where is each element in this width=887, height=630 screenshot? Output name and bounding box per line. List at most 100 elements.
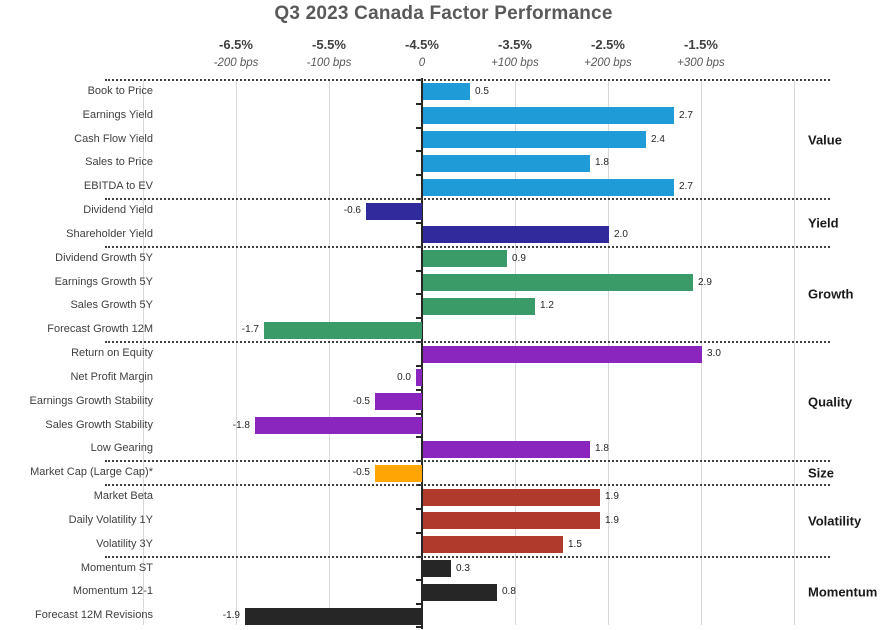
category-label: Shareholder Yield [66, 227, 153, 240]
axis-label-bps: +100 bps [491, 57, 539, 69]
value-label: 0.9 [512, 252, 526, 264]
page-title: Q3 2023 Canada Factor Performance [274, 3, 613, 24]
value-label: 0.3 [456, 562, 470, 574]
bar [423, 274, 693, 292]
bar [423, 440, 590, 458]
axis-tick [416, 174, 421, 177]
axis-tick [416, 364, 421, 367]
category-label: Daily Volatility 1Y [68, 513, 153, 526]
value-label: 0.0 [397, 371, 411, 383]
group-label: Value [808, 132, 842, 148]
category-label: Sales Growth Stability [45, 418, 153, 431]
axis-label-bps: 0 [418, 57, 426, 69]
group-label: Yield [808, 215, 839, 231]
gridline [236, 80, 237, 625]
category-label: EBITDA to EV [83, 180, 153, 193]
axis-label-percent: -6.5% [219, 37, 253, 52]
value-label: -0.5 [352, 467, 370, 479]
bar [245, 607, 422, 625]
bar [423, 107, 674, 125]
axis-tick [416, 102, 421, 105]
category-label: Earnings Growth 5Y [54, 275, 153, 288]
category-label: Return on Equity [71, 347, 153, 360]
bar [423, 154, 590, 172]
axis-tick [416, 507, 421, 510]
group-label: Quality [808, 394, 853, 410]
value-label: 0.8 [502, 586, 516, 598]
value-label: 2.0 [614, 228, 628, 240]
value-label: -1.7 [241, 324, 259, 336]
category-label: Momentum ST [80, 561, 153, 574]
category-label: Market Cap (Large Cap)* [30, 466, 153, 479]
bar [255, 417, 422, 435]
axis-label-bps: -100 bps [306, 57, 352, 69]
value-label: 3.0 [707, 348, 721, 360]
category-label: Dividend Growth 5Y [55, 251, 153, 264]
bar [423, 345, 702, 363]
axis-tick [416, 603, 421, 606]
value-label: -0.5 [352, 395, 370, 407]
value-label: 2.4 [651, 133, 665, 145]
value-label: 1.8 [595, 443, 609, 455]
axis-tick [416, 436, 421, 439]
bar [423, 536, 563, 554]
category-label: Earnings Growth Stability [29, 394, 154, 407]
bar [375, 393, 422, 411]
bar [423, 560, 451, 577]
value-label: -0.6 [343, 205, 361, 217]
group-label: Growth [808, 286, 854, 302]
category-label: Market Beta [93, 490, 153, 503]
gridline [794, 80, 795, 625]
category-label: Forecast Growth 12M [47, 323, 153, 336]
axis-label-bps: +200 bps [584, 57, 632, 69]
group-label: Momentum [808, 584, 878, 600]
axis-tick [416, 412, 421, 415]
category-label: Cash Flow Yield [74, 132, 153, 145]
bar [423, 131, 646, 149]
axis-tick [416, 626, 421, 629]
value-label: -1.8 [232, 419, 250, 431]
zero-axis-line [421, 78, 423, 629]
value-label: 1.2 [540, 300, 554, 312]
category-label: Book to Price [87, 85, 153, 97]
axis-label-percent: -5.5% [312, 37, 346, 52]
group-separator [105, 341, 830, 344]
value-label: 1.9 [605, 491, 619, 503]
category-label: Sales to Price [85, 156, 153, 169]
gridline [329, 80, 330, 625]
axis-tick [416, 221, 421, 224]
bar [423, 178, 674, 196]
category-label: Earnings Yield [82, 108, 153, 121]
category-label: Dividend Yield [83, 204, 153, 217]
group-separator [105, 484, 830, 487]
value-label: 0.5 [475, 85, 489, 97]
bar [375, 464, 422, 482]
axis-label-bps: -200 bps [213, 57, 259, 69]
group-label: Size [808, 465, 835, 481]
bar [423, 83, 470, 101]
gridline [143, 80, 144, 625]
value-label: 2.7 [679, 181, 693, 193]
group-separator [105, 198, 830, 201]
group-separator [105, 245, 830, 248]
axis-tick [416, 126, 421, 129]
bar [423, 250, 507, 268]
category-label: Forecast 12M Revisions [35, 609, 153, 622]
bar [423, 226, 609, 244]
group-separator [105, 555, 830, 558]
axis-label-percent: -2.5% [591, 37, 625, 52]
value-label: 1.5 [568, 538, 582, 550]
bar [366, 202, 422, 220]
axis-tick [416, 531, 421, 534]
axis-tick [416, 579, 421, 582]
axis-tick [416, 293, 421, 296]
value-label: -1.9 [222, 610, 240, 622]
axis-label-percent: -4.5% [405, 37, 439, 52]
group-label: Volatility [808, 513, 862, 529]
category-label: Sales Growth 5Y [70, 299, 153, 312]
bar [423, 583, 497, 601]
bar [423, 297, 535, 315]
category-label: Net Profit Margin [70, 370, 153, 383]
value-label: 1.8 [595, 157, 609, 169]
